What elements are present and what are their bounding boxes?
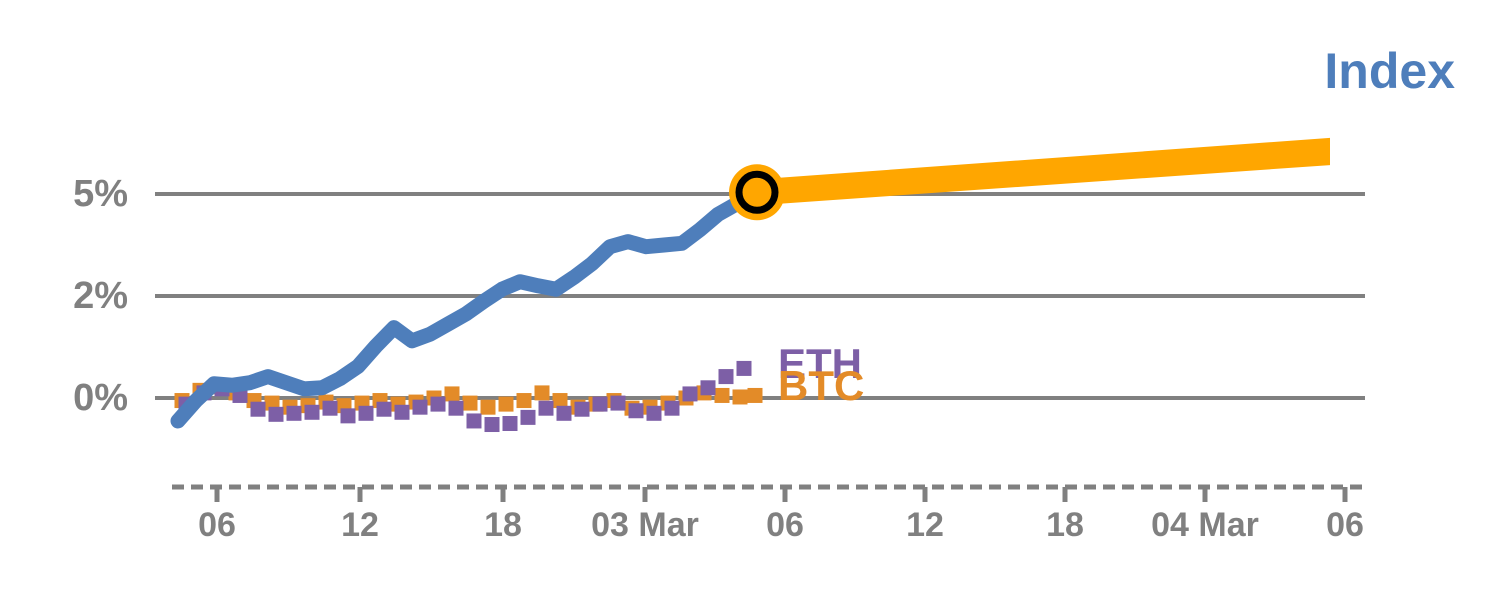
y-gridlines: [155, 192, 1365, 400]
marker-eth: [682, 386, 698, 402]
y-tick-label-2pct: 2%: [73, 275, 128, 317]
y-tick-label-0pct: 0%: [73, 377, 128, 419]
x-tick-label: 06: [766, 506, 804, 544]
marker-eth: [574, 401, 590, 417]
marker-eth: [430, 396, 446, 412]
marker-btc: [747, 387, 763, 403]
x-axis-labels: 06 12 18 03 Mar 06 12 18 04 Mar 06: [198, 506, 1364, 544]
marker-btc: [534, 385, 550, 401]
marker-btc: [552, 393, 568, 409]
marker-eth: [286, 405, 302, 421]
x-tick-label: 03 Mar: [591, 506, 699, 544]
marker-eth: [718, 369, 734, 385]
marker-btc: [444, 386, 460, 402]
marker-eth: [502, 416, 518, 431]
marker-eth: [556, 405, 572, 421]
marker-eth: [592, 396, 608, 412]
forecast-cone: [757, 137, 1330, 206]
marker-btc: [480, 399, 496, 415]
x-tick-label: 06: [198, 506, 236, 544]
x-tick-label: 04 Mar: [1151, 506, 1259, 544]
marker-eth: [376, 401, 392, 417]
marker-btc: [462, 395, 478, 411]
marker-btc: [498, 396, 514, 412]
x-tick-label: 12: [906, 506, 944, 544]
marker-eth: [394, 404, 410, 420]
x-tick-label: 18: [484, 506, 522, 544]
marker-eth: [466, 413, 482, 429]
marker-eth: [268, 406, 284, 422]
marker-eth: [664, 400, 680, 416]
x-tick-label: 18: [1046, 506, 1084, 544]
marker-btc: [714, 387, 730, 403]
forecast-marker-ring: [735, 170, 779, 214]
marker-btc: [732, 389, 748, 405]
marker-eth: [646, 405, 662, 421]
marker-eth: [448, 400, 464, 416]
marker-eth: [340, 408, 356, 424]
marker-eth: [736, 360, 752, 376]
marker-eth: [538, 400, 554, 416]
x-tick-label: 12: [341, 506, 379, 544]
marker-eth: [250, 401, 266, 417]
marker-eth: [610, 395, 626, 411]
marker-eth: [412, 399, 428, 415]
marker-btc: [516, 393, 532, 409]
x-tick-label: 06: [1326, 506, 1364, 544]
series-label-btc: BTC: [778, 362, 864, 409]
forecast-start-marker[interactable]: [729, 164, 785, 221]
marker-eth: [700, 380, 716, 396]
marker-eth: [484, 417, 500, 433]
marker-eth: [628, 403, 644, 419]
x-axis-ticks: [214, 487, 1348, 502]
marker-eth: [304, 404, 320, 420]
marker-eth: [520, 409, 536, 425]
y-tick-label-5pct: 5%: [73, 173, 128, 215]
marker-eth: [322, 400, 338, 416]
marker-eth: [358, 405, 374, 421]
series-index-line: [170, 184, 765, 429]
series-label-eth: ETH: [778, 340, 862, 387]
y-axis-labels: 5% 2% 0%: [73, 173, 128, 419]
chart-title: Index: [1324, 43, 1455, 99]
